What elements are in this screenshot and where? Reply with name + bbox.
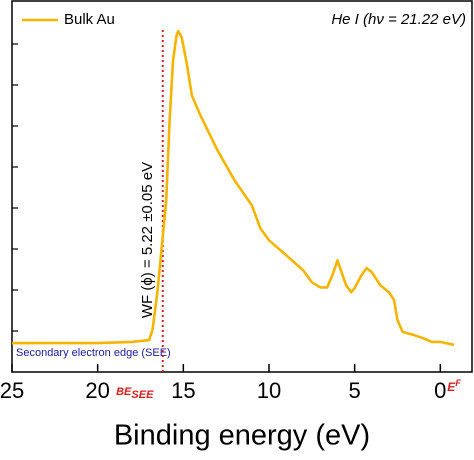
- x-tick-label: 5: [349, 378, 361, 403]
- see-label: Secondary electron edge (SEE): [16, 347, 171, 359]
- see-tick-sub: SEE: [131, 389, 154, 401]
- plot-frame: [11, 0, 473, 373]
- legend-label: Bulk Au: [64, 11, 115, 28]
- ef-label: EF: [447, 378, 461, 394]
- x-tick-label: 15: [171, 378, 195, 403]
- spectrum-line: [12, 29, 455, 347]
- work-function-label: WF (ϕ) = 5.22 ±0.05 eV: [139, 162, 156, 318]
- excitation-label: He I (hν = 21.22 eV): [331, 11, 466, 28]
- x-tick-label: 25: [0, 378, 24, 403]
- ef-sup: F: [455, 378, 461, 388]
- x-axis-title: Binding energy (eV): [114, 420, 370, 452]
- see-tick-main: BE: [116, 386, 132, 398]
- x-tick-label: 20: [85, 378, 109, 403]
- x-tick-label: 10: [257, 378, 281, 403]
- ef-main: E: [447, 380, 456, 394]
- x-tick-label: 0: [434, 378, 446, 403]
- see-tick-label: BESEE: [116, 386, 154, 401]
